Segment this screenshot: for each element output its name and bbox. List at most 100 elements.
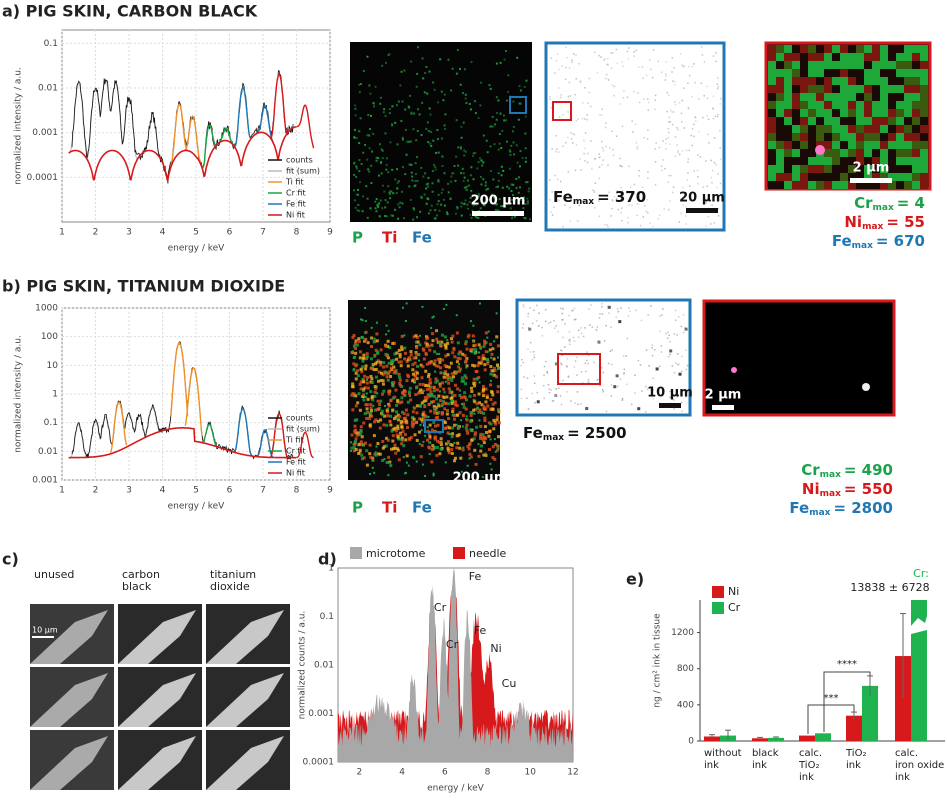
map-pixel: [864, 61, 872, 69]
y-tick-label: 1: [52, 390, 58, 400]
map-pixel: [912, 93, 920, 101]
background-fit: [68, 125, 297, 181]
map-pixel: [420, 429, 423, 432]
map-pixel: [584, 118, 586, 120]
map-pixel: [550, 389, 552, 391]
map-pixel: [488, 198, 491, 201]
map-pixel: [708, 142, 710, 144]
scale-bar: [712, 405, 734, 410]
map-pixel: [549, 95, 551, 98]
map-pixel: [386, 356, 390, 360]
map-pixel: [439, 399, 443, 403]
map-pixel: [492, 374, 495, 377]
map-pixel: [454, 371, 458, 375]
map-pixel: [768, 53, 776, 61]
map-pixel: [363, 394, 366, 397]
map-legend: Ti: [382, 499, 397, 517]
map-pixel: [543, 374, 545, 377]
map-pixel: [584, 160, 586, 162]
map-pixel: [465, 429, 469, 433]
map-pixel: [524, 160, 527, 163]
map-pixel: [678, 372, 682, 376]
map-pixel: [446, 341, 450, 345]
map-pixel: [920, 101, 928, 109]
map-pixel: [380, 409, 384, 413]
map-pixel: [696, 169, 699, 172]
map-pixel: [520, 397, 523, 400]
map-pixel: [690, 134, 692, 137]
map-pixel: [477, 410, 481, 414]
map-pixel: [422, 399, 426, 403]
map-pixel: [436, 214, 439, 217]
map-pixel: [888, 45, 896, 53]
map-pixel: [479, 347, 482, 350]
map-pixel: [395, 104, 398, 107]
map-pixel: [477, 361, 481, 365]
map-pixel: [556, 53, 559, 55]
map-pixel: [474, 370, 478, 374]
map-pixel: [904, 149, 912, 157]
map-pixel: [418, 113, 421, 116]
map-pixel: [440, 333, 444, 337]
map-pixel: [533, 375, 536, 377]
map-pixel: [460, 470, 463, 473]
map-pixel: [389, 375, 393, 379]
map-pixel: [816, 173, 824, 181]
map-pixel: [660, 165, 663, 167]
map-pixel: [667, 337, 669, 339]
map-pixel: [466, 431, 470, 435]
map-pixel: [650, 68, 652, 71]
map-pixel: [397, 372, 401, 376]
map-pixel: [586, 161, 589, 164]
map-pixel: [562, 379, 564, 382]
map-pixel: [668, 131, 670, 134]
map-pixel: [694, 81, 696, 84]
map-pixel: [513, 153, 516, 156]
map-pixel: [419, 363, 423, 367]
map-pixel: [468, 473, 471, 476]
map-pixel: [486, 336, 489, 339]
map-pixel: [792, 45, 800, 53]
map-pixel: [715, 51, 717, 54]
map-pixel: [896, 109, 904, 117]
map-pixel: [365, 352, 369, 356]
peak-label: Cr: [434, 601, 447, 614]
map-pixel: [433, 217, 436, 220]
map-pixel: [662, 159, 664, 161]
map-pixel: [920, 173, 928, 181]
map-pixel: [554, 394, 558, 398]
map-pixel: [388, 193, 391, 196]
needle: [206, 610, 284, 664]
map-pixel: [920, 141, 928, 149]
map-pixel: [808, 181, 816, 189]
map-pixel: [495, 118, 498, 121]
map-pixel: [688, 65, 690, 68]
legend-label: Cr fit: [286, 189, 306, 198]
map-pixel: [565, 46, 567, 49]
map-pixel: [824, 173, 832, 181]
map-pixel: [384, 344, 388, 348]
value: = 2500: [567, 424, 627, 442]
roi-box: [552, 101, 572, 121]
element-fit: [200, 124, 219, 169]
map-pixel: [832, 133, 840, 141]
map-pixel: [385, 215, 388, 218]
map-pixel: [610, 215, 612, 217]
map-pixel: [350, 446, 354, 450]
map-pixel: [400, 442, 404, 446]
map-pixel: [426, 426, 429, 429]
map-pixel: [353, 162, 356, 165]
map-pixel: [380, 161, 383, 164]
map-pixel: [375, 360, 379, 364]
map-pixel: [381, 64, 384, 67]
map-pixel: [856, 181, 864, 189]
map-pixel: [622, 65, 624, 68]
element-stat: Femax = 670: [832, 232, 925, 251]
map-pixel: [674, 101, 676, 103]
map-pixel: [450, 390, 454, 394]
map-pixel: [526, 397, 528, 400]
map-pixel: [630, 403, 633, 406]
map-pixel: [533, 382, 536, 384]
map-pixel: [469, 213, 472, 216]
map-pixel: [438, 341, 442, 345]
